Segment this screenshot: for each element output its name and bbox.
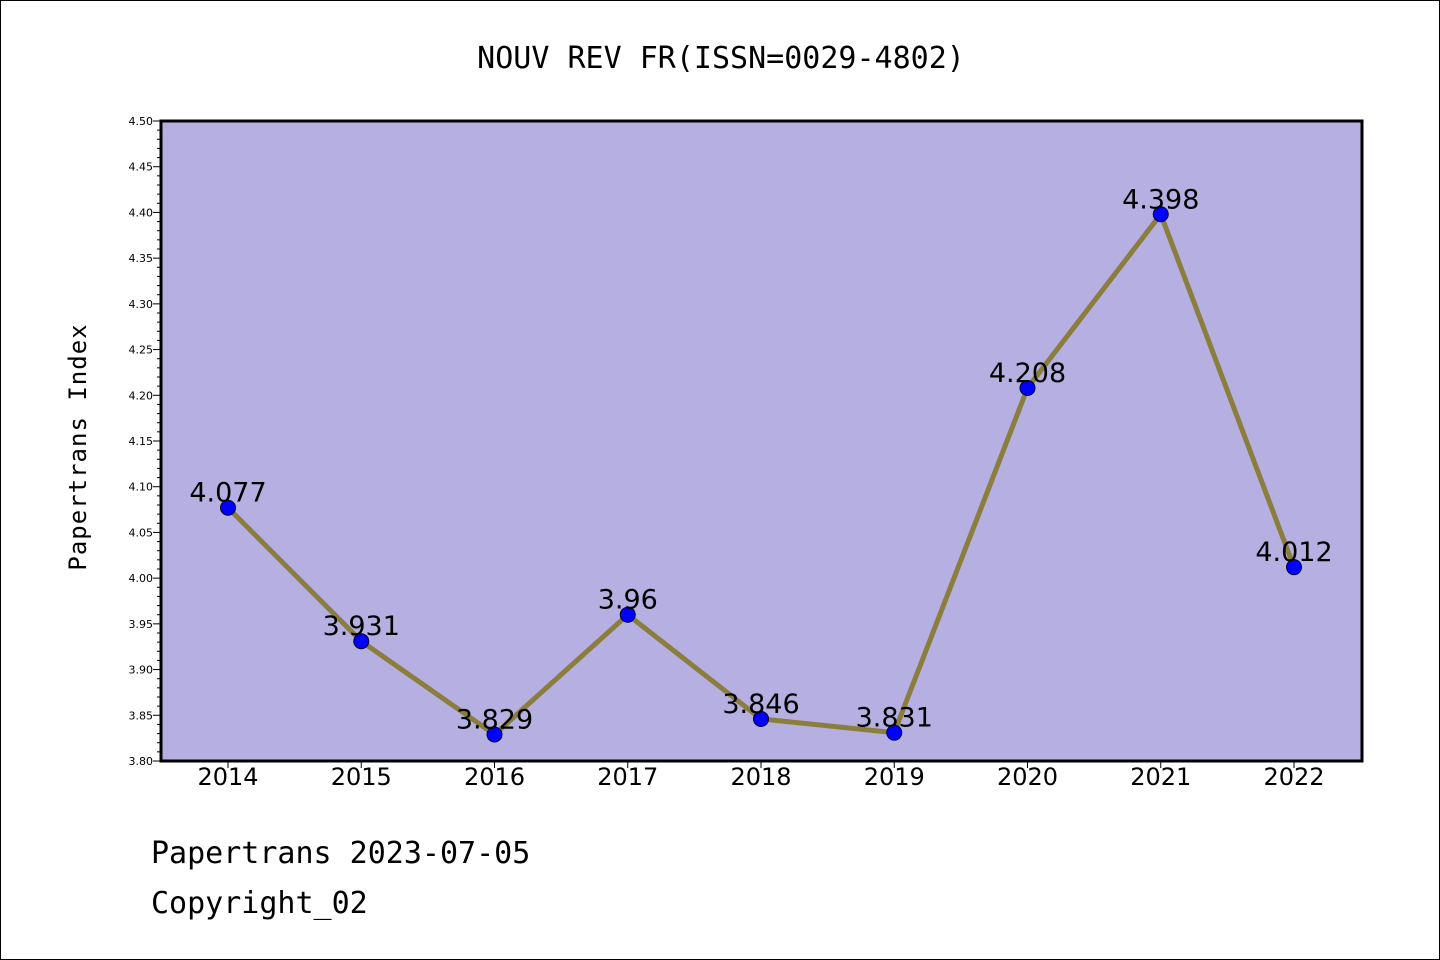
x-tick-label: 2016 (464, 763, 525, 791)
footer-copyright: Copyright_02 (151, 886, 368, 921)
data-point (1286, 559, 1302, 576)
y-tick-label: 4.15 (129, 435, 154, 448)
y-tick-label: 4.30 (129, 298, 154, 311)
data-label: 4.208 (989, 358, 1066, 389)
x-axis-ticks: 2014 2015 2016 2017 2018 2019 2020 2021 2022 (197, 761, 1325, 791)
data-point (619, 606, 636, 623)
y-tick-label: 3.85 (129, 709, 154, 722)
y-axis-ticks: 3.80 3.85 3.90 3.95 4.00 4.05 4.10 4.15 4.20 4.25… (129, 115, 161, 768)
y-tick-label: 4.25 (129, 344, 154, 357)
data-point (753, 710, 769, 727)
y-tick-label: 4.35 (129, 252, 154, 265)
x-tick-label: 2018 (730, 763, 791, 791)
data-label: 3.96 (598, 585, 658, 616)
chart-title: NOUV REV FR(ISSN=0029-4802) (477, 41, 965, 76)
data-label: 3.846 (722, 689, 799, 720)
data-label: 4.077 (189, 478, 266, 509)
y-tick-label: 4.10 (129, 481, 154, 494)
footer-date-line: Papertrans 2023-07-05 (151, 836, 531, 871)
y-tick-label: 4.40 (129, 206, 154, 219)
y-tick-label: 4.05 (129, 526, 154, 539)
data-label: 3.931 (323, 611, 400, 642)
data-point (1152, 206, 1169, 223)
x-tick-label: 2021 (1130, 763, 1191, 791)
x-tick-label: 2014 (197, 763, 258, 791)
data-labels-group: 4.077 3.931 3.829 3.96 3.846 3.831 4.208 4.398 4… (189, 184, 1332, 735)
y-tick-label: 4.50 (129, 115, 154, 128)
data-label: 3.829 (456, 704, 533, 735)
x-tick-label: 2020 (997, 763, 1058, 791)
data-point (886, 724, 903, 741)
data-point (486, 726, 503, 743)
y-axis-label: Papertrans Index (64, 323, 92, 570)
data-point (353, 633, 370, 650)
y-tick-label: 4.20 (129, 389, 154, 402)
data-label: 4.012 (1255, 537, 1332, 568)
x-tick-label: 2019 (864, 763, 925, 791)
data-label: 3.831 (856, 703, 933, 734)
plot-area (159, 119, 1364, 763)
x-tick-label: 2015 (331, 763, 392, 791)
y-tick-label: 4.45 (129, 161, 154, 174)
y-tick-label: 3.90 (129, 664, 154, 677)
x-tick-label: 2017 (597, 763, 658, 791)
data-label: 4.398 (1122, 184, 1199, 215)
y-tick-label: 4.00 (129, 572, 154, 585)
y-tick-label: 3.95 (129, 618, 154, 631)
data-point (220, 499, 236, 516)
series-line-group (220, 206, 1302, 743)
data-point (1019, 379, 1036, 396)
y-tick-label: 3.80 (129, 755, 154, 768)
x-tick-label: 2022 (1263, 763, 1324, 791)
